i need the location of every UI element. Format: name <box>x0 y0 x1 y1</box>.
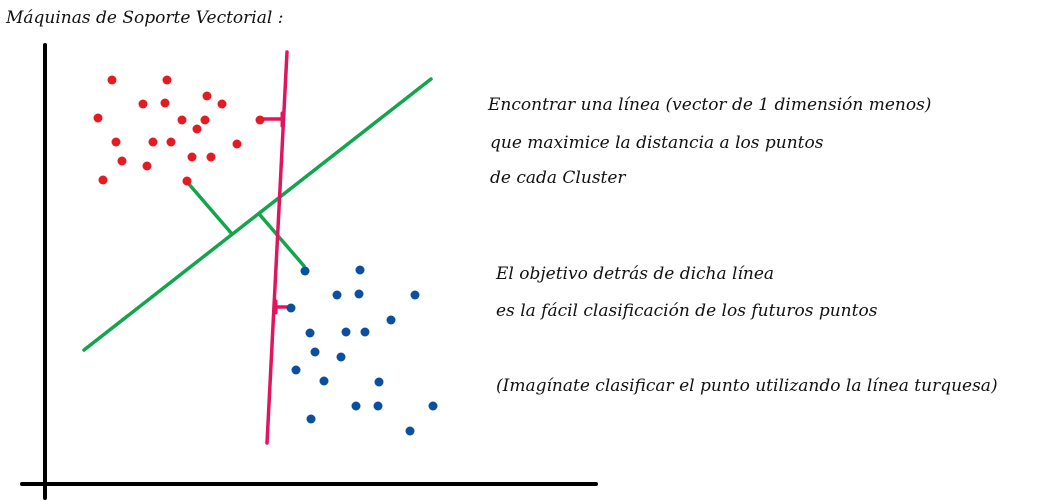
red-point <box>187 152 197 162</box>
red-point <box>166 137 176 147</box>
page-title: Máquinas de Soporte Vectorial : <box>6 8 284 28</box>
note-line-5: es la fácil clasificación de los futuros… <box>496 301 878 321</box>
blue-point <box>306 414 316 424</box>
blue-point <box>373 401 383 411</box>
note-line-4: El objetivo detrás de dicha línea <box>496 264 775 284</box>
red-point <box>255 115 265 125</box>
note-line-6: (Imagínate clasificar el punto utilizand… <box>496 376 998 396</box>
blue-cluster <box>286 265 438 436</box>
red-point <box>182 176 192 186</box>
red-point <box>98 175 108 185</box>
blue-point <box>336 352 346 362</box>
red-point <box>117 156 127 166</box>
red-point <box>202 91 212 101</box>
pink-line <box>265 50 289 445</box>
note-line-3: de cada Cluster <box>490 168 626 188</box>
red-point <box>192 124 202 134</box>
note-line-2: que maximice la distancia a los puntos <box>490 133 824 153</box>
blue-point <box>360 327 370 337</box>
blue-point <box>319 376 329 386</box>
red-point <box>142 161 152 171</box>
blue-point <box>410 290 420 300</box>
blue-point <box>291 365 301 375</box>
green-margin-blue <box>258 213 306 268</box>
blue-point <box>355 265 365 275</box>
red-point <box>162 75 172 85</box>
blue-point <box>428 401 438 411</box>
red-point <box>93 113 103 123</box>
blue-point <box>332 290 342 300</box>
red-point <box>160 98 170 108</box>
blue-point <box>405 426 415 436</box>
red-point <box>138 99 148 109</box>
blue-point <box>351 401 361 411</box>
blue-point <box>310 347 320 357</box>
red-point <box>217 99 227 109</box>
blue-point <box>341 327 351 337</box>
green-margin-red <box>186 181 234 236</box>
blue-point <box>386 315 396 325</box>
red-point <box>200 115 210 125</box>
red-point <box>111 137 121 147</box>
blue-point <box>374 377 384 387</box>
red-cluster <box>93 75 265 186</box>
blue-point <box>354 289 364 299</box>
note-line-1: Encontrar una línea (vector de 1 dimensi… <box>488 95 932 115</box>
blue-point <box>286 303 296 313</box>
green-line <box>82 77 433 352</box>
red-point <box>232 139 242 149</box>
red-point <box>177 115 187 125</box>
blue-point <box>305 328 315 338</box>
red-point <box>206 152 216 162</box>
red-point <box>148 137 158 147</box>
red-point <box>107 75 117 85</box>
blue-point <box>300 266 310 276</box>
